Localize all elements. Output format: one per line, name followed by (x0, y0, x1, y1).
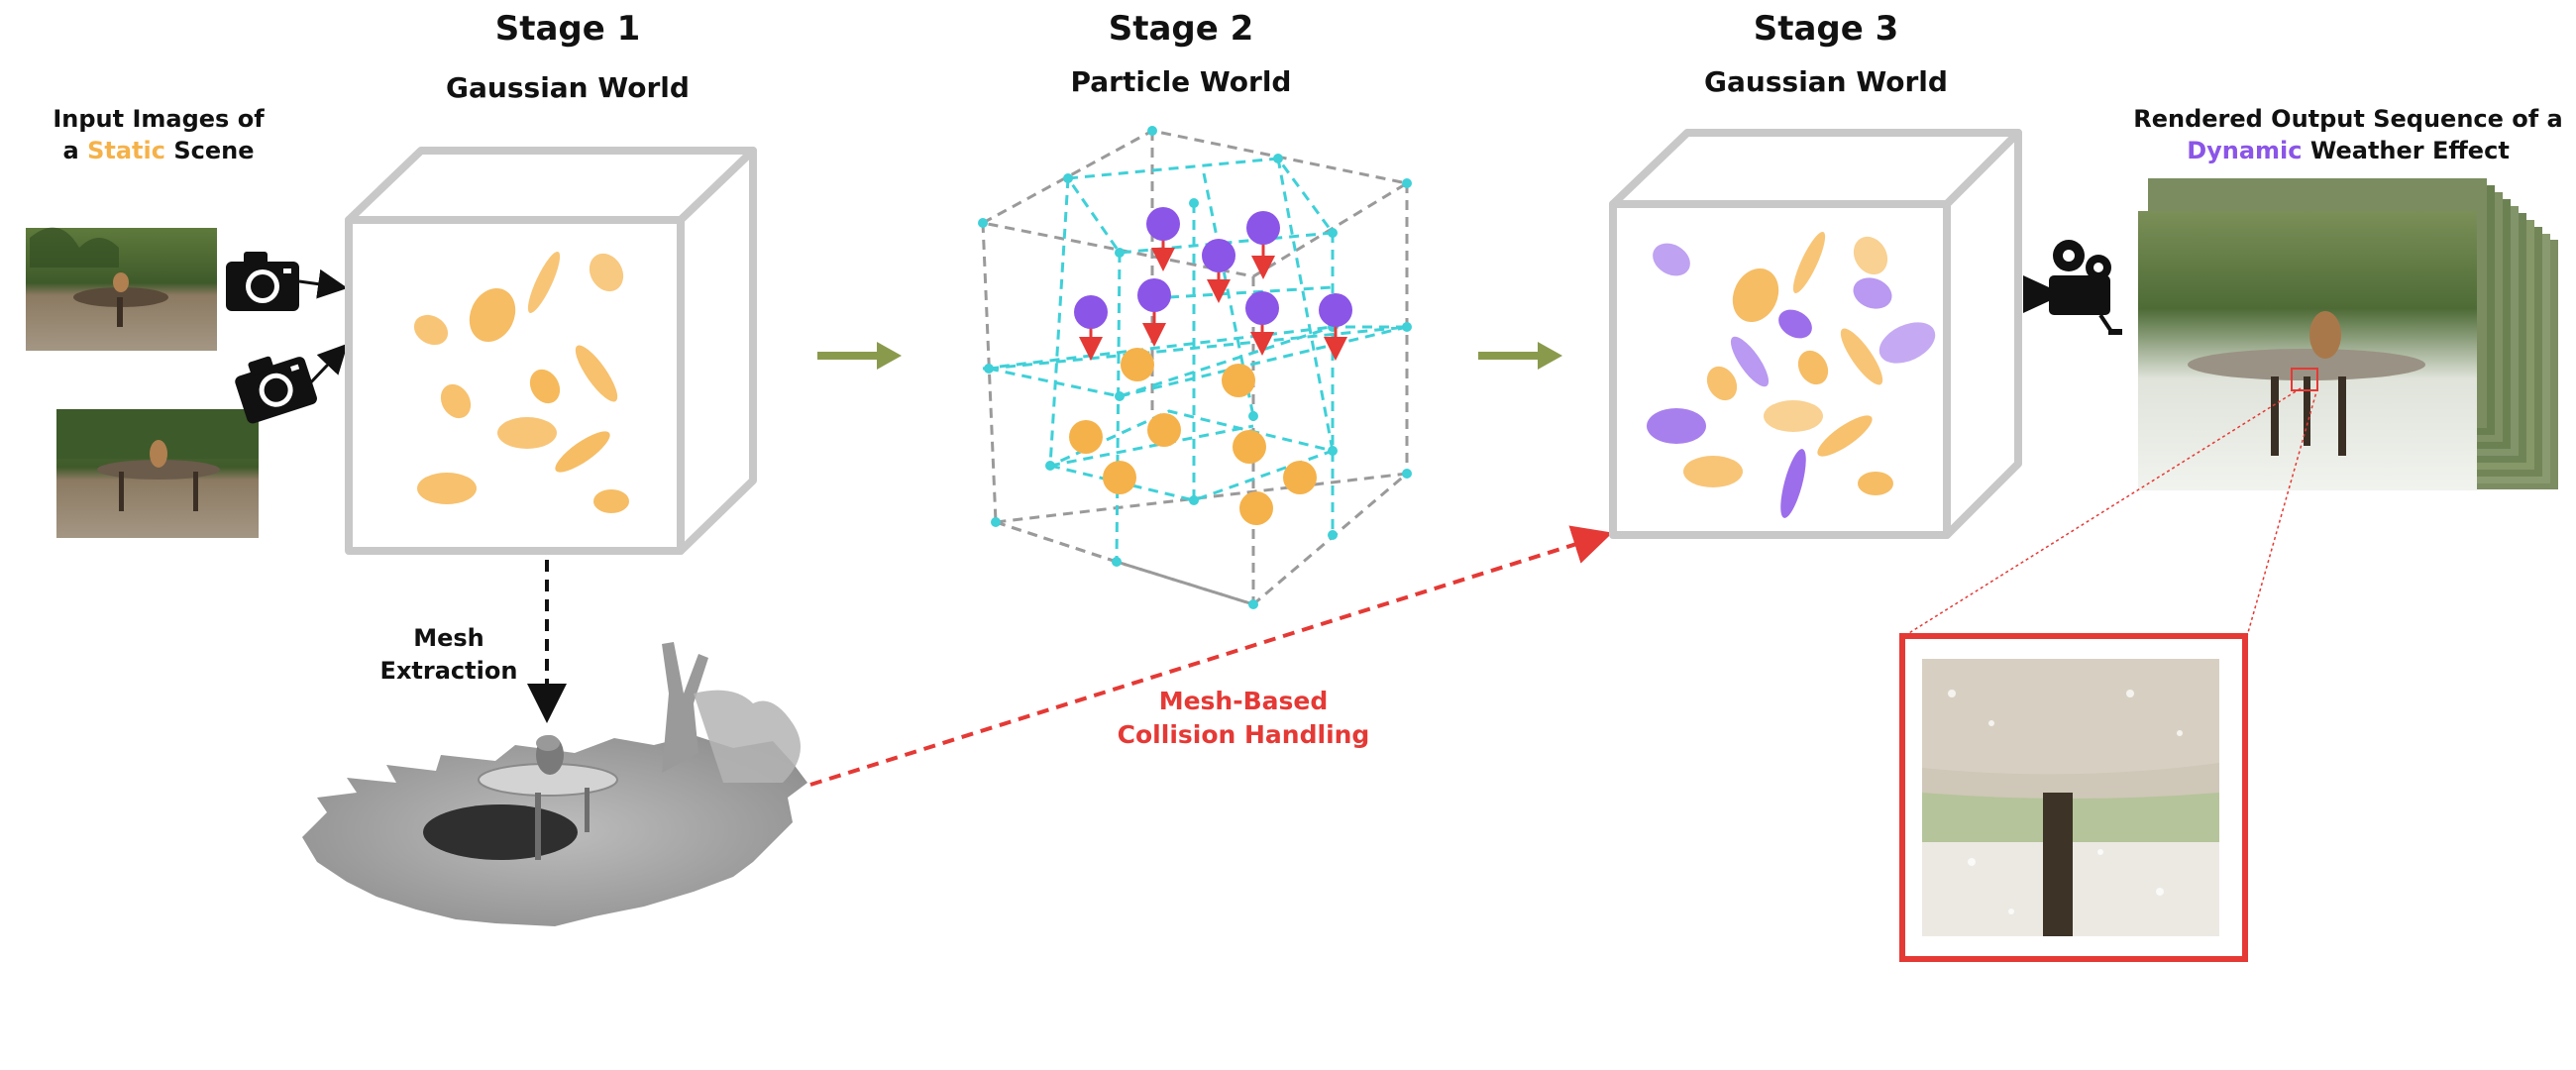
output-label-line2: Dynamic Weather Effect (2187, 137, 2510, 164)
collision-arrow (809, 525, 1613, 787)
extracted-mesh (302, 642, 807, 926)
particle-grid-nodes (978, 126, 1412, 609)
stage-2-subtitle: Particle World (1071, 65, 1292, 98)
camera-arrow-2 (305, 343, 349, 388)
olive-arrow-2 (1478, 342, 1562, 370)
input-image-2 (56, 409, 259, 538)
stage-3-subtitle: Gaussian World (1704, 65, 1948, 98)
stage-2-title: Stage 2 (1109, 9, 1254, 49)
static-highlight: Static (87, 137, 165, 164)
zoom-line-right (2246, 387, 2318, 637)
collision-label-line2: Collision Handling (1118, 720, 1370, 749)
dynamic-particles (1074, 207, 1352, 361)
stage-3-cube (1609, 129, 2022, 539)
stage-1-cube (345, 147, 757, 555)
stage-1-title: Stage 1 (495, 9, 641, 49)
stage-1-subtitle: Gaussian World (446, 71, 690, 104)
collision-label-line1: Mesh-Based (1159, 687, 1329, 715)
input-label-line2: a Static Scene (63, 137, 255, 164)
camera-icon (235, 356, 317, 424)
camera-icon (226, 252, 299, 311)
mesh-label-line1: Mesh (413, 624, 484, 652)
stage-1-gaussians (413, 252, 629, 513)
input-image-1 (26, 227, 217, 351)
stage-3-gaussians (1647, 232, 1936, 518)
dynamic-highlight: Dynamic (2187, 137, 2302, 164)
olive-arrow-1 (817, 342, 902, 370)
camera-arrow-1 (298, 268, 348, 299)
output-image-front (2138, 211, 2477, 490)
static-particles (1069, 348, 1317, 525)
input-label-line1: Input Images of (53, 105, 265, 133)
output-label-line1: Rendered Output Sequence of a (2133, 105, 2563, 133)
zoom-line-left (1903, 387, 2302, 637)
down-arrow-icon (1079, 228, 1347, 361)
mesh-label-line2: Extraction (380, 657, 518, 685)
stage-3-title: Stage 3 (1754, 9, 1899, 49)
video-camera-icon (2023, 240, 2122, 335)
zoom-inset (1899, 633, 2248, 962)
